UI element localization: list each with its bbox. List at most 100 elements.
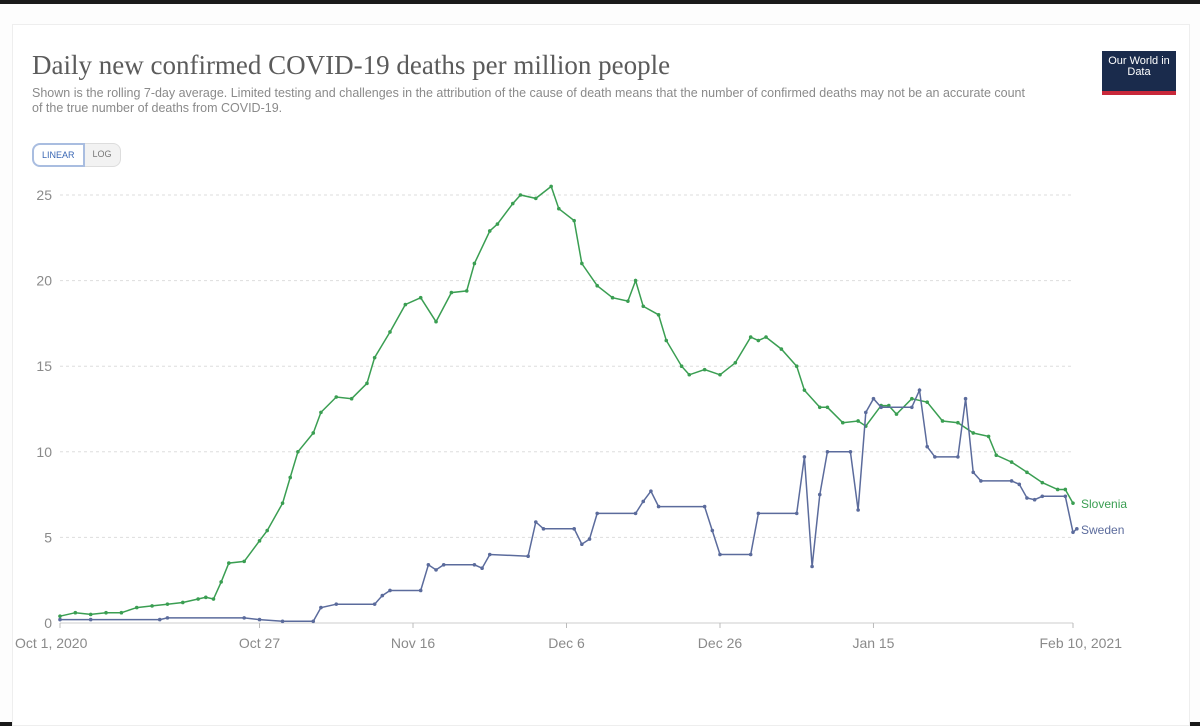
data-point-sweden bbox=[472, 562, 477, 567]
data-point-slovenia bbox=[840, 420, 845, 425]
y-tick-label: 0 bbox=[44, 615, 52, 631]
data-point-slovenia bbox=[211, 597, 216, 601]
x-tick-label: Jan 15 bbox=[852, 635, 894, 651]
owid-logo[interactable]: Our World in Data bbox=[1102, 51, 1176, 95]
x-tick-label: Dec 6 bbox=[548, 635, 585, 651]
data-point-slovenia bbox=[150, 604, 154, 608]
data-point-sweden bbox=[956, 455, 960, 459]
data-point-sweden bbox=[856, 508, 860, 512]
linear-button[interactable]: LINEAR bbox=[32, 143, 85, 167]
log-button[interactable]: LOG bbox=[84, 143, 121, 167]
data-point-slovenia bbox=[487, 229, 492, 233]
data-point-slovenia bbox=[572, 218, 576, 223]
data-point-slovenia bbox=[449, 290, 454, 295]
data-point-sweden bbox=[863, 410, 868, 415]
x-tick-label: Dec 26 bbox=[698, 635, 743, 651]
data-point-sweden bbox=[165, 616, 170, 620]
data-point-slovenia bbox=[296, 450, 300, 454]
data-point-slovenia bbox=[1063, 487, 1068, 492]
data-point-sweden bbox=[794, 511, 799, 516]
data-point-slovenia bbox=[418, 295, 423, 300]
data-point-slovenia bbox=[372, 355, 377, 360]
data-point-slovenia bbox=[894, 412, 899, 416]
data-point-sweden bbox=[848, 450, 853, 454]
data-point-sweden bbox=[871, 396, 876, 401]
data-point-slovenia bbox=[956, 420, 960, 425]
data-point-slovenia bbox=[641, 304, 646, 309]
data-point-sweden bbox=[925, 444, 929, 449]
data-point-slovenia bbox=[595, 283, 599, 288]
data-point-slovenia bbox=[887, 403, 891, 408]
data-point-slovenia bbox=[1055, 487, 1060, 492]
data-point-slovenia bbox=[73, 610, 78, 615]
data-point-slovenia bbox=[779, 347, 784, 351]
data-point-sweden bbox=[242, 616, 246, 620]
data-point-sweden bbox=[910, 405, 914, 410]
data-point-sweden bbox=[933, 455, 937, 459]
data-point-slovenia bbox=[119, 610, 124, 615]
data-point-slovenia bbox=[756, 338, 761, 343]
data-point-sweden bbox=[748, 552, 753, 557]
chart-card bbox=[12, 24, 1190, 726]
data-point-slovenia bbox=[265, 528, 270, 533]
data-point-sweden bbox=[649, 489, 653, 493]
data-point-slovenia bbox=[464, 289, 469, 293]
data-point-sweden bbox=[1063, 494, 1068, 499]
data-point-sweden bbox=[157, 617, 162, 622]
scale-toggle: LINEAR LOG bbox=[32, 143, 121, 167]
x-tick-label: Nov 16 bbox=[391, 635, 436, 651]
y-tick-label: 15 bbox=[36, 358, 52, 374]
data-point-slovenia bbox=[1040, 480, 1045, 485]
data-point-slovenia bbox=[718, 372, 722, 377]
data-point-sweden bbox=[656, 504, 661, 509]
data-point-sweden bbox=[971, 470, 976, 475]
data-point-slovenia bbox=[388, 330, 392, 334]
data-point-sweden bbox=[334, 602, 339, 606]
data-point-sweden bbox=[641, 499, 646, 504]
data-point-slovenia bbox=[280, 501, 285, 505]
data-point-sweden bbox=[1025, 496, 1029, 500]
data-point-slovenia bbox=[687, 372, 692, 377]
data-point-slovenia bbox=[1009, 460, 1014, 464]
data-point-slovenia bbox=[610, 295, 615, 300]
data-point-sweden bbox=[426, 562, 431, 567]
data-point-slovenia bbox=[58, 614, 62, 618]
data-point-slovenia bbox=[204, 595, 208, 600]
series-line-sweden bbox=[60, 387, 1078, 623]
data-point-slovenia bbox=[817, 405, 822, 410]
data-point-slovenia bbox=[910, 396, 914, 401]
data-point-sweden bbox=[718, 552, 722, 557]
data-point-slovenia bbox=[940, 419, 945, 423]
data-point-sweden bbox=[1071, 530, 1075, 535]
data-point-slovenia bbox=[257, 539, 262, 543]
data-point-sweden bbox=[756, 511, 761, 516]
data-point-slovenia bbox=[925, 400, 929, 404]
data-point-sweden bbox=[580, 542, 584, 547]
data-point-sweden bbox=[441, 562, 446, 567]
chart-title: Daily new confirmed COVID-19 deaths per … bbox=[32, 50, 671, 80]
data-point-slovenia bbox=[334, 395, 339, 399]
data-point-slovenia bbox=[472, 261, 477, 266]
data-point-slovenia bbox=[856, 419, 860, 423]
data-point-slovenia bbox=[319, 410, 323, 415]
data-point-slovenia bbox=[518, 193, 523, 197]
data-point-slovenia bbox=[825, 405, 830, 410]
y-tick-label: 5 bbox=[44, 529, 52, 545]
data-point-sweden bbox=[810, 564, 814, 569]
series-label-sweden: Sweden bbox=[1081, 523, 1124, 537]
data-point-slovenia bbox=[288, 475, 293, 480]
y-tick-label: 25 bbox=[36, 187, 52, 203]
data-point-sweden bbox=[702, 504, 707, 509]
data-point-slovenia bbox=[626, 299, 630, 303]
data-point-slovenia bbox=[994, 453, 999, 458]
data-point-sweden bbox=[434, 568, 438, 572]
data-point-sweden bbox=[917, 388, 922, 392]
data-point-sweden bbox=[541, 527, 546, 531]
data-point-slovenia bbox=[702, 367, 707, 372]
data-point-sweden bbox=[418, 588, 423, 593]
data-point-sweden bbox=[1075, 527, 1079, 531]
data-point-slovenia bbox=[794, 364, 799, 369]
data-point-slovenia bbox=[165, 602, 170, 606]
data-point-slovenia bbox=[679, 364, 684, 369]
data-point-slovenia bbox=[986, 434, 991, 439]
